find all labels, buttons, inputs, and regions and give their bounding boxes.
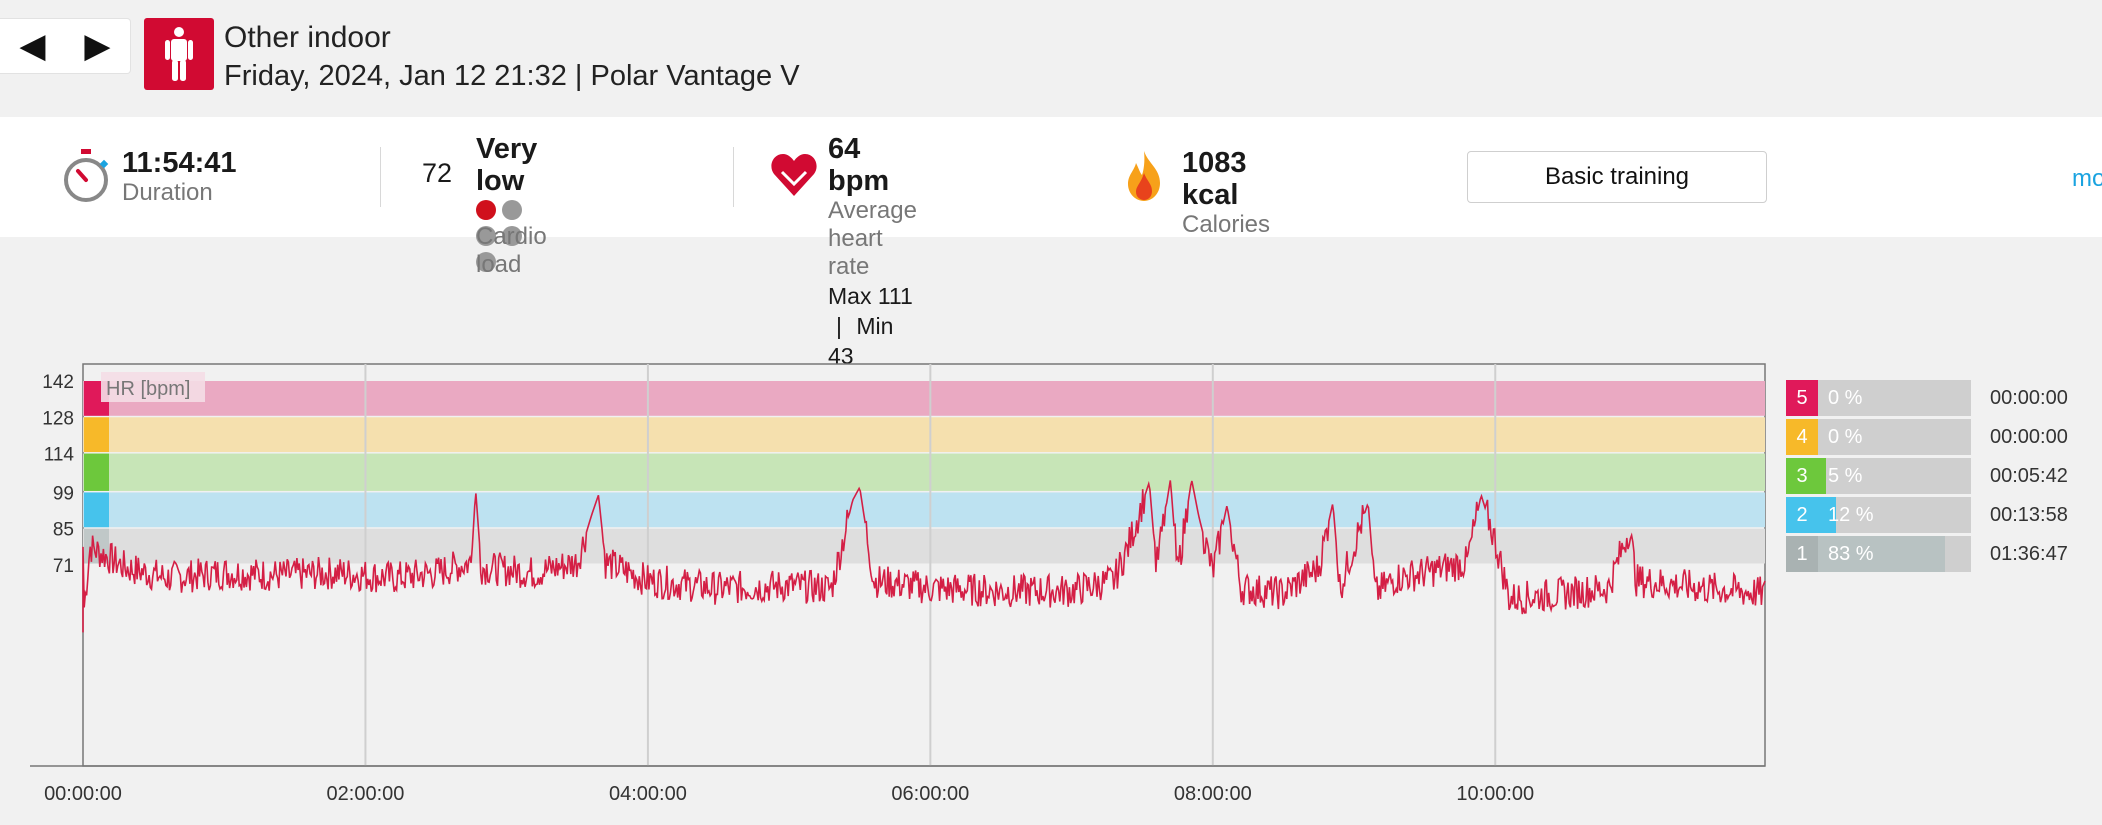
y-tick-label: 99: [53, 483, 74, 504]
zone-bar: 83 %: [1818, 536, 1971, 572]
y-tick-label: 128: [42, 408, 74, 429]
zone-bar: 5 %: [1818, 458, 1971, 494]
zone-row-3: 3 5 %: [1786, 458, 1971, 494]
x-tick-label: 10:00:00: [1456, 783, 1534, 805]
cardio-load-level: Very low: [476, 133, 538, 197]
heart-rate-chart: 142 128 114 99 85 71 00:00:00 02:00:00 04:00:00 0…: [30, 363, 1766, 805]
calories-label: Calories: [1182, 211, 1271, 238]
zone-band-4: [83, 417, 1765, 453]
zone-percent: 0 %: [1828, 387, 1863, 409]
summary-strip: 11:54:41 Duration 72 Very low Cardio loa…: [0, 117, 2102, 369]
flame-icon: [1128, 151, 1160, 201]
zone-percent: 0 %: [1828, 426, 1863, 448]
x-tick-label: 08:00:00: [1174, 783, 1252, 805]
zone-fill: [1818, 497, 1837, 533]
zone-swatch-4: [84, 417, 109, 453]
cardio-load-number: 72: [422, 158, 453, 188]
zone-swatch-2: [84, 492, 109, 528]
zone-row-4: 4 0 %: [1786, 419, 1971, 455]
zone-percent: 12 %: [1828, 504, 1874, 526]
zone-band-5: [83, 381, 1765, 416]
zone-time: 01:36:47: [1990, 543, 2068, 565]
duration-label: Duration: [122, 179, 213, 206]
avg-hr-value: 64 bpm: [828, 133, 890, 197]
zone-swatch-3: [84, 453, 109, 491]
cardio-load-dots: [476, 197, 547, 272]
zone-row-1: 1 83 %: [1786, 536, 1971, 572]
stopwatch-icon: [64, 149, 109, 202]
zone-bar: 0 %: [1818, 419, 1971, 455]
y-tick-label: 71: [53, 556, 74, 577]
session-subtitle: Friday, 2024, Jan 12 21:32 | Polar Vanta…: [224, 60, 800, 92]
cardio-load-dot: [476, 251, 496, 272]
zone-band-3: [83, 453, 1765, 491]
zone-band-2: [83, 492, 1765, 528]
divider: [733, 147, 734, 207]
zone-row-5: 5 0 %: [1786, 380, 1971, 416]
avg-hr-label: Average heart rate: [828, 197, 917, 280]
zone-fill: [1818, 458, 1826, 494]
zone-fill: [1818, 536, 1945, 572]
basic-training-button[interactable]: Basic training: [1467, 151, 1767, 203]
cardio-load-dot: [502, 199, 522, 220]
zone-number: 1: [1786, 536, 1818, 572]
calories-value: 1083 kcal: [1182, 147, 1247, 211]
zone-time: 00:13:58: [1990, 504, 2068, 526]
duration-value: 11:54:41: [122, 147, 237, 179]
zone-time: 00:05:42: [1990, 465, 2068, 487]
zone-number: 3: [1786, 458, 1818, 494]
chart-title: HR [bpm]: [106, 378, 190, 400]
hr-max: Max 111: [828, 283, 913, 309]
x-tick-label: 02:00:00: [327, 783, 405, 805]
x-tick-label: 06:00:00: [891, 783, 969, 805]
x-tick-label: 00:00:00: [44, 783, 122, 805]
zone-band-1: [83, 528, 1765, 564]
cardio-load-label: Cardio load: [476, 223, 547, 278]
x-tick-label: 04:00:00: [609, 783, 687, 805]
hr-series-line: [82, 480, 1766, 633]
zone-bar: 12 %: [1818, 497, 1971, 533]
zone-percent: 83 %: [1828, 543, 1874, 565]
y-tick-label: 142: [42, 372, 74, 393]
nav-arrows: ◀ ▶: [0, 18, 131, 74]
zone-number: 2: [1786, 497, 1818, 533]
zone-number: 4: [1786, 419, 1818, 455]
sport-title: Other indoor: [224, 21, 391, 54]
zone-number: 5: [1786, 380, 1818, 416]
next-button[interactable]: ▶: [84, 27, 111, 65]
zone-row-2: 2 12 %: [1786, 497, 1971, 533]
heart-icon: [771, 154, 817, 196]
person-standing-icon: [144, 18, 214, 90]
more-link[interactable]: mo: [2072, 165, 2102, 192]
cardio-load-dot: [502, 225, 522, 246]
hr-separator: |: [836, 313, 842, 339]
chart-title-box: [101, 372, 205, 402]
zone-time: 00:00:00: [1990, 426, 2068, 448]
divider: [380, 147, 381, 207]
y-tick-label: 114: [44, 445, 75, 466]
session-title-block: Other indoor Friday, 2024, Jan 12 21:32 …: [224, 18, 800, 94]
zone-time: 00:00:00: [1990, 387, 2068, 409]
cardio-load-dot: [476, 225, 496, 246]
y-tick-label: 85: [53, 520, 74, 541]
previous-button[interactable]: ◀: [19, 27, 46, 65]
cardio-load-dot: [476, 199, 496, 220]
zone-bar: 0 %: [1818, 380, 1971, 416]
zone-percent: 5 %: [1828, 465, 1863, 487]
